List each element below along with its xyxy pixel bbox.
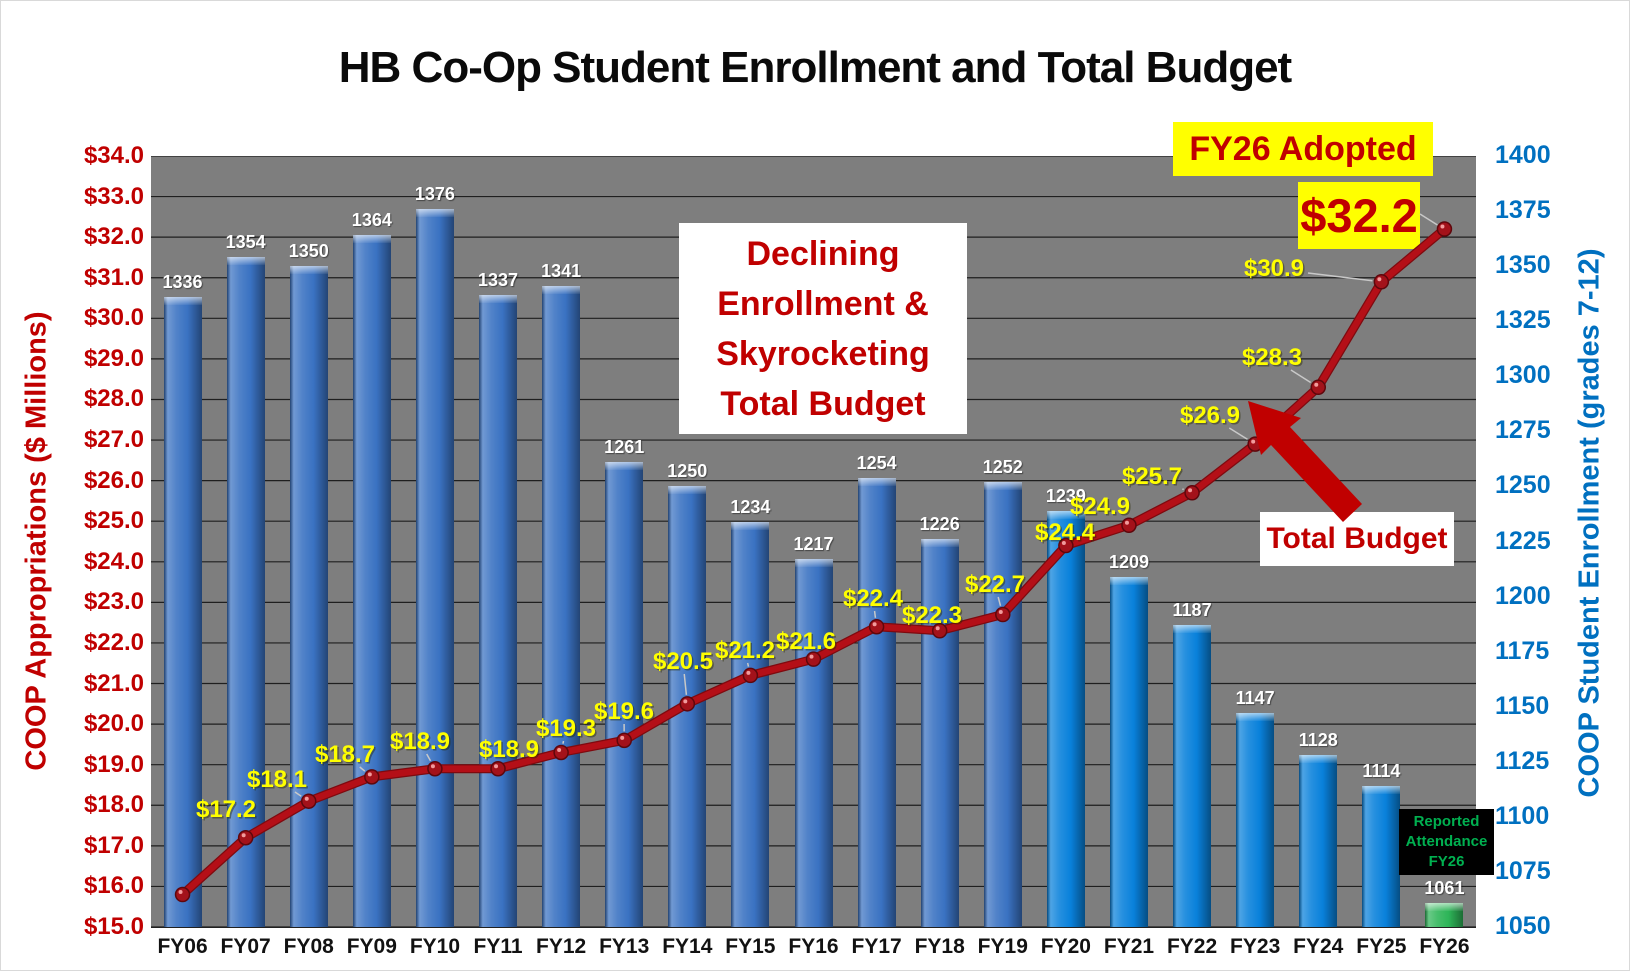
bar-value-label: 1234 bbox=[730, 497, 770, 518]
enrollment-bar-fy14 bbox=[668, 486, 706, 927]
enrollment-bar-fy15 bbox=[731, 522, 769, 927]
enrollment-bar-fy24 bbox=[1299, 755, 1337, 927]
bar-value-label: 1261 bbox=[604, 437, 644, 458]
enrollment-bar-fy06 bbox=[164, 297, 202, 927]
declining-enrollment-callout: Declining Enrollment & Skyrocketing Tota… bbox=[679, 223, 967, 434]
bar-value-label: 1354 bbox=[226, 232, 266, 253]
enrollment-bar-fy07 bbox=[227, 257, 265, 927]
enrollment-bar-fy17 bbox=[858, 478, 896, 927]
reported-attendance-note: Reported Attendance FY26 bbox=[1399, 809, 1494, 875]
bar-value-label: 1350 bbox=[289, 241, 329, 262]
enrollment-bar-fy26 bbox=[1425, 903, 1463, 927]
bar-value-label: 1336 bbox=[163, 272, 203, 293]
bar-value-label: 1252 bbox=[983, 457, 1023, 478]
bar-value-label: 1254 bbox=[857, 453, 897, 474]
enrollment-bar-fy22 bbox=[1173, 625, 1211, 927]
bar-value-label: 1061 bbox=[1424, 878, 1464, 899]
bar-value-label: 1226 bbox=[920, 514, 960, 535]
bar-value-label: 1217 bbox=[793, 534, 833, 555]
bar-value-label: 1239 bbox=[1046, 486, 1086, 507]
enrollment-bar-fy10 bbox=[416, 209, 454, 927]
enrollment-bar-fy21 bbox=[1110, 577, 1148, 927]
callout-line: Total Budget bbox=[720, 379, 925, 429]
enrollment-bar-fy08 bbox=[290, 266, 328, 927]
bar-value-label: 1250 bbox=[667, 461, 707, 482]
bar-value-label: 1147 bbox=[1236, 688, 1275, 709]
enrollment-bar-fy12 bbox=[542, 286, 580, 927]
fy26-adopted-value-badge: $32.2 bbox=[1298, 182, 1420, 249]
bar-value-label: 1337 bbox=[478, 270, 518, 291]
attendance-line: Reported bbox=[1414, 812, 1480, 832]
bar-value-label: 1209 bbox=[1109, 552, 1149, 573]
bar-value-label: 1364 bbox=[352, 210, 392, 231]
bar-value-label: 1376 bbox=[415, 184, 455, 205]
enrollment-bar-fy18 bbox=[921, 539, 959, 927]
enrollment-bar-fy09 bbox=[353, 235, 391, 927]
enrollment-bar-fy19 bbox=[984, 482, 1022, 927]
enrollment-bar-fy23 bbox=[1236, 713, 1274, 927]
callout-line: Enrollment & bbox=[717, 279, 929, 329]
enrollment-bar-fy20 bbox=[1047, 511, 1085, 927]
fy26-adopted-badge: FY26 Adopted bbox=[1173, 122, 1433, 176]
bar-value-label: 1114 bbox=[1362, 761, 1400, 782]
enrollment-bar-fy25 bbox=[1362, 786, 1400, 927]
attendance-line: FY26 bbox=[1429, 852, 1465, 872]
bar-value-label: 1187 bbox=[1173, 600, 1212, 621]
callout-line: Declining bbox=[746, 229, 899, 279]
bar-value-label: 1341 bbox=[541, 261, 581, 282]
total-budget-label: Total Budget bbox=[1260, 512, 1454, 566]
enrollment-bar-fy11 bbox=[479, 295, 517, 927]
bar-value-label: 1128 bbox=[1299, 730, 1338, 751]
callout-line: Skyrocketing bbox=[716, 329, 930, 379]
enrollment-bar-fy13 bbox=[605, 462, 643, 927]
enrollment-bar-fy16 bbox=[795, 559, 833, 927]
attendance-line: Attendance bbox=[1406, 832, 1488, 852]
